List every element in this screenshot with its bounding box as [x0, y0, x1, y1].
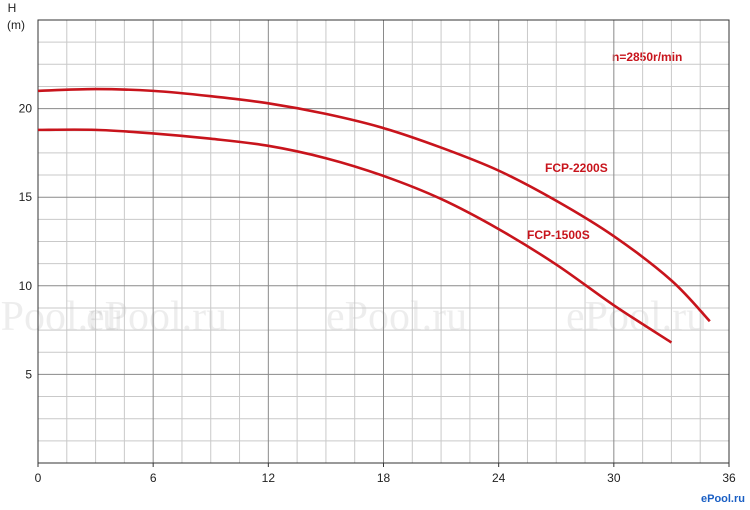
x-tick-label: 12 — [262, 471, 276, 485]
y-tick-label: 15 — [19, 190, 33, 204]
y-tick-label: 20 — [19, 102, 33, 116]
y-tick-label: 10 — [19, 279, 33, 293]
x-tick-label: 36 — [722, 471, 736, 485]
y-axis-label: H — [8, 1, 17, 15]
x-tick-label: 30 — [607, 471, 621, 485]
x-tick-label: 18 — [377, 471, 391, 485]
logo: ePool.ru — [701, 493, 745, 505]
curve — [37, 128, 673, 344]
series-label: FCP-1500S — [527, 228, 590, 242]
y-axis-unit: (m) — [7, 18, 25, 32]
plot-frame — [37, 19, 730, 464]
series-label: FCP-2200S — [545, 161, 608, 175]
annotation: n=2850r/min — [612, 50, 682, 64]
x-tick-label: 0 — [35, 471, 42, 485]
watermark: ePool.ru — [86, 294, 227, 340]
watermark: ePool.ru — [566, 294, 707, 340]
x-tick-label: 24 — [492, 471, 506, 485]
curve — [37, 87, 711, 323]
y-tick-label: 5 — [25, 367, 32, 381]
watermark: ePool.ru — [326, 294, 467, 340]
watermark: ePool.ru — [0, 294, 123, 340]
x-tick-label: 6 — [150, 471, 157, 485]
